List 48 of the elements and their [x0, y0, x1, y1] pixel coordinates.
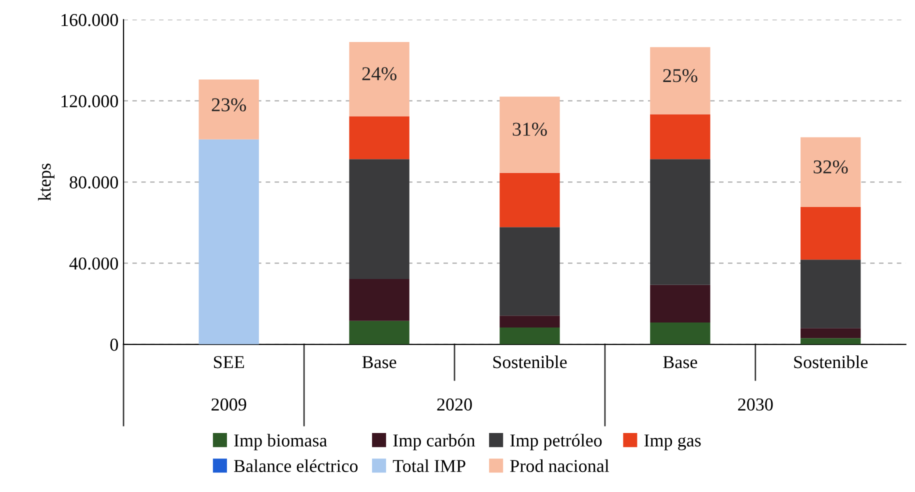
x-tick-label: Base [663, 356, 698, 368]
bar [349, 159, 410, 280]
bar [800, 137, 861, 208]
legend-label: Imp gas [644, 434, 701, 450]
x-tick-label: Sostenible [493, 356, 567, 368]
y-tick-label: 40.000 [69, 257, 118, 270]
text: 2020 [437, 398, 472, 411]
x-tick-label: SEE [214, 356, 244, 368]
bar [650, 322, 710, 344]
bar [650, 114, 710, 160]
text: 2030 [738, 398, 773, 411]
bar [800, 260, 861, 328]
text: 2009 [212, 398, 246, 411]
y-tick-label: 80.000 [70, 176, 118, 189]
bar [800, 338, 861, 344]
bar [198, 80, 259, 140]
legend-label: Prod nacional [510, 459, 610, 472]
annotation: 24% [362, 67, 396, 80]
legend-label: Imp petróleo [510, 434, 602, 450]
y-axis-title: kteps [38, 164, 54, 201]
bar [800, 207, 861, 260]
y-tick-label: 120.000 [62, 95, 118, 108]
bar [500, 316, 560, 328]
annotation: 31% [512, 122, 547, 136]
annotation: 25% [663, 69, 698, 82]
legend-label: Imp biomasa [234, 434, 328, 450]
bar [500, 328, 560, 344]
bar [349, 42, 410, 116]
bar [650, 47, 710, 114]
x-tick-label: Base [362, 356, 396, 368]
y-tick-label: 0 [110, 338, 118, 351]
bar [500, 227, 560, 316]
bar [349, 320, 410, 344]
annotation: 23% [212, 98, 246, 112]
legend-label: Imp carbón [393, 434, 476, 450]
bar [650, 159, 710, 285]
annotation: 32% [814, 160, 848, 174]
bar [349, 279, 410, 321]
bar [198, 139, 259, 344]
legend-label: Balance eléctrico [234, 459, 358, 472]
bar [500, 172, 560, 228]
bar [650, 284, 710, 322]
bar [500, 96, 560, 173]
x-tick-label: Sostenible [794, 356, 868, 368]
bar [800, 328, 861, 338]
y-tick-label: 160.000 [62, 14, 118, 26]
legend-label: Total IMP [392, 459, 466, 472]
bar [349, 116, 410, 160]
